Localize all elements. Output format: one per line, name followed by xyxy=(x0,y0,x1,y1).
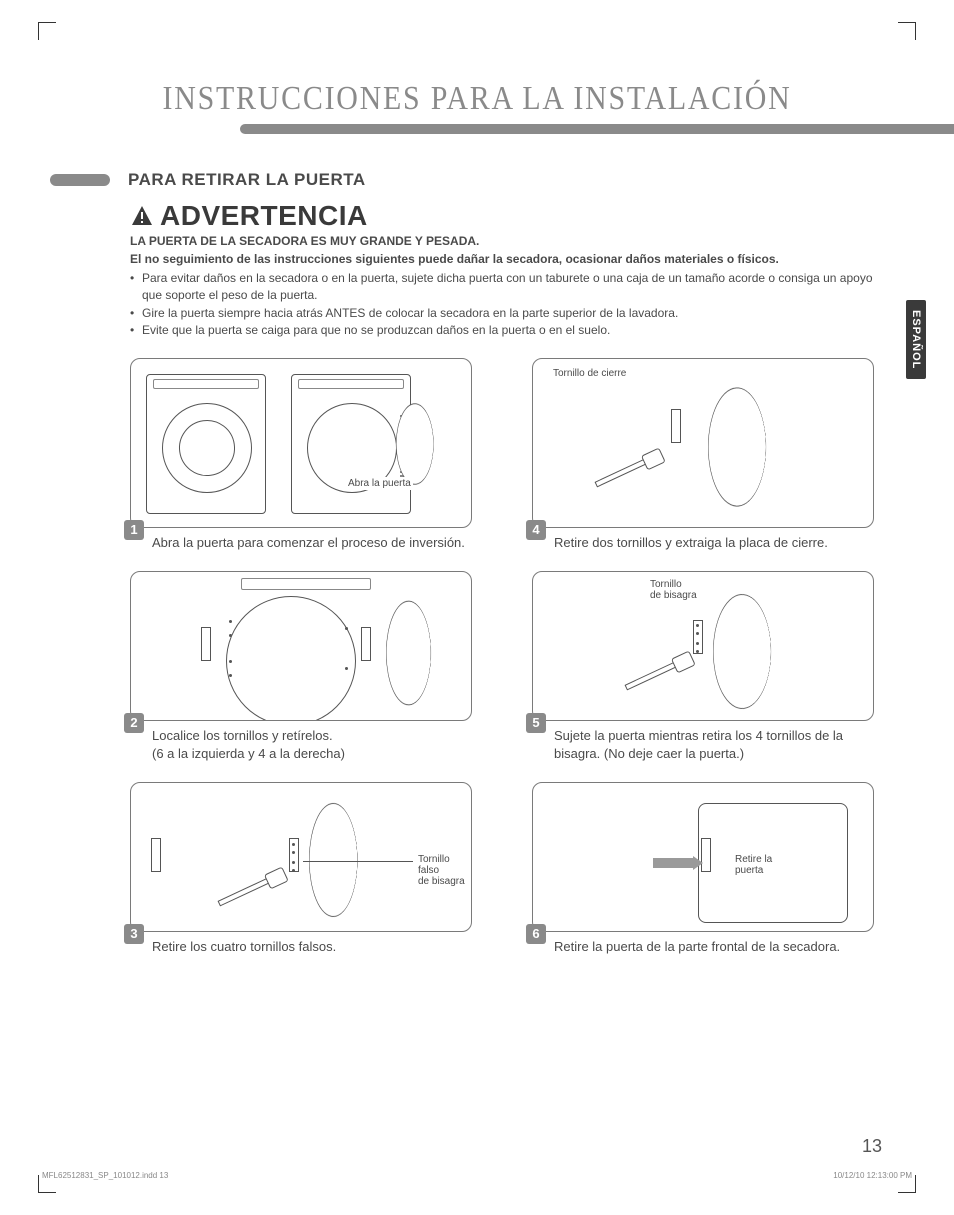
page-number: 13 xyxy=(862,1136,882,1157)
step-1-figure: Abra la puerta xyxy=(130,358,472,528)
warning-heading-text: ADVERTENCIA xyxy=(160,200,368,232)
figure-label-open-door: Abra la puerta xyxy=(346,477,413,490)
step-5-caption: 5 Sujete la puerta mientras retira los 4… xyxy=(532,727,874,762)
step-caption-text: Sujete la puerta mientras retira los 4 t… xyxy=(554,727,874,762)
step-caption-text: Retire dos tornillos y extraiga la placa… xyxy=(554,534,874,552)
step-4-caption: 4 Retire dos tornillos y extraiga la pla… xyxy=(532,534,874,552)
warning-bullet: Gire la puerta siempre hacia atrás ANTES… xyxy=(130,305,874,322)
step-badge: 6 xyxy=(526,924,546,944)
step-3-figure: Tornillo falso de bisagra xyxy=(130,782,472,932)
step-4-figure: Tornillo de cierre xyxy=(532,358,874,528)
steps-grid: Abra la puerta 1 Abra la puerta para com… xyxy=(130,358,874,956)
warning-bullet: Evite que la puerta se caiga para que no… xyxy=(130,322,874,339)
section-heading: PARA RETIRAR LA PUERTA xyxy=(128,170,366,190)
warning-triangle-icon xyxy=(130,204,154,228)
step-badge: 4 xyxy=(526,520,546,540)
step-badge: 1 xyxy=(124,520,144,540)
step-2-caption: 2 Localice los tornillos y retírelos. (6… xyxy=(130,727,472,762)
language-tab: ESPAÑOL xyxy=(906,300,926,379)
page-title: INSTRUCCIONES PARA LA INSTALACIÓN xyxy=(110,80,844,118)
warning-bold-line: El no seguimiento de las instrucciones s… xyxy=(130,252,874,266)
step-3: Tornillo falso de bisagra 3 Retire los c… xyxy=(130,782,472,956)
step-5: Tornillo de bisagra 5 Sujete la puerta m… xyxy=(532,571,874,762)
warning-subtitle: LA PUERTA DE LA SECADORA ES MUY GRANDE Y… xyxy=(130,234,874,248)
step-badge: 5 xyxy=(526,713,546,733)
step-1: Abra la puerta 1 Abra la puerta para com… xyxy=(130,358,472,552)
figure-label-false-hinge: Tornillo falso de bisagra xyxy=(416,853,467,888)
step-6-caption: 6 Retire la puerta de la parte frontal d… xyxy=(532,938,874,956)
step-4: Tornillo de cierre 4 Retire dos tornillo… xyxy=(532,358,874,552)
crop-mark xyxy=(898,22,916,40)
step-caption-text: Abra la puerta para comenzar el proceso … xyxy=(152,534,472,552)
footer-left: MFL62512831_SP_101012.indd 13 xyxy=(42,1171,168,1180)
step-6: Retire la puerta Retire la puerta 6 Reti… xyxy=(532,782,874,956)
step-badge: 3 xyxy=(124,924,144,944)
warning-heading: ADVERTENCIA xyxy=(130,200,874,232)
figure-label-remove-door-fg: Retire la puerta xyxy=(733,853,774,877)
step-caption-text: Retire la puerta de la parte frontal de … xyxy=(554,938,874,956)
section-header: PARA RETIRAR LA PUERTA xyxy=(60,170,894,190)
step-2-figure xyxy=(130,571,472,721)
step-5-figure: Tornillo de bisagra xyxy=(532,571,874,721)
warning-bullet: Para evitar daños en la secadora o en la… xyxy=(130,270,874,305)
footer-right: 10/12/10 12:13:00 PM xyxy=(833,1171,912,1180)
page-title-block: INSTRUCCIONES PARA LA INSTALACIÓN xyxy=(60,80,894,118)
step-2: 2 Localice los tornillos y retírelos. (6… xyxy=(130,571,472,762)
step-1-caption: 1 Abra la puerta para comenzar el proces… xyxy=(130,534,472,552)
step-caption-text: Retire los cuatro tornillos falsos. xyxy=(152,938,472,956)
step-3-caption: 3 Retire los cuatro tornillos falsos. xyxy=(130,938,472,956)
warning-bullet-list: Para evitar daños en la secadora o en la… xyxy=(130,270,874,340)
warning-block: ADVERTENCIA LA PUERTA DE LA SECADORA ES … xyxy=(130,200,874,340)
figure-label-hinge-screw: Tornillo de bisagra xyxy=(648,578,699,602)
step-6-figure: Retire la puerta Retire la puerta xyxy=(532,782,874,932)
section-pill-icon xyxy=(50,174,110,186)
step-caption-text: Localice los tornillos y retírelos. (6 a… xyxy=(152,727,472,762)
figure-label-lock-screw: Tornillo de cierre xyxy=(551,367,628,380)
crop-mark xyxy=(38,22,56,40)
title-rule xyxy=(240,124,954,134)
step-badge: 2 xyxy=(124,713,144,733)
